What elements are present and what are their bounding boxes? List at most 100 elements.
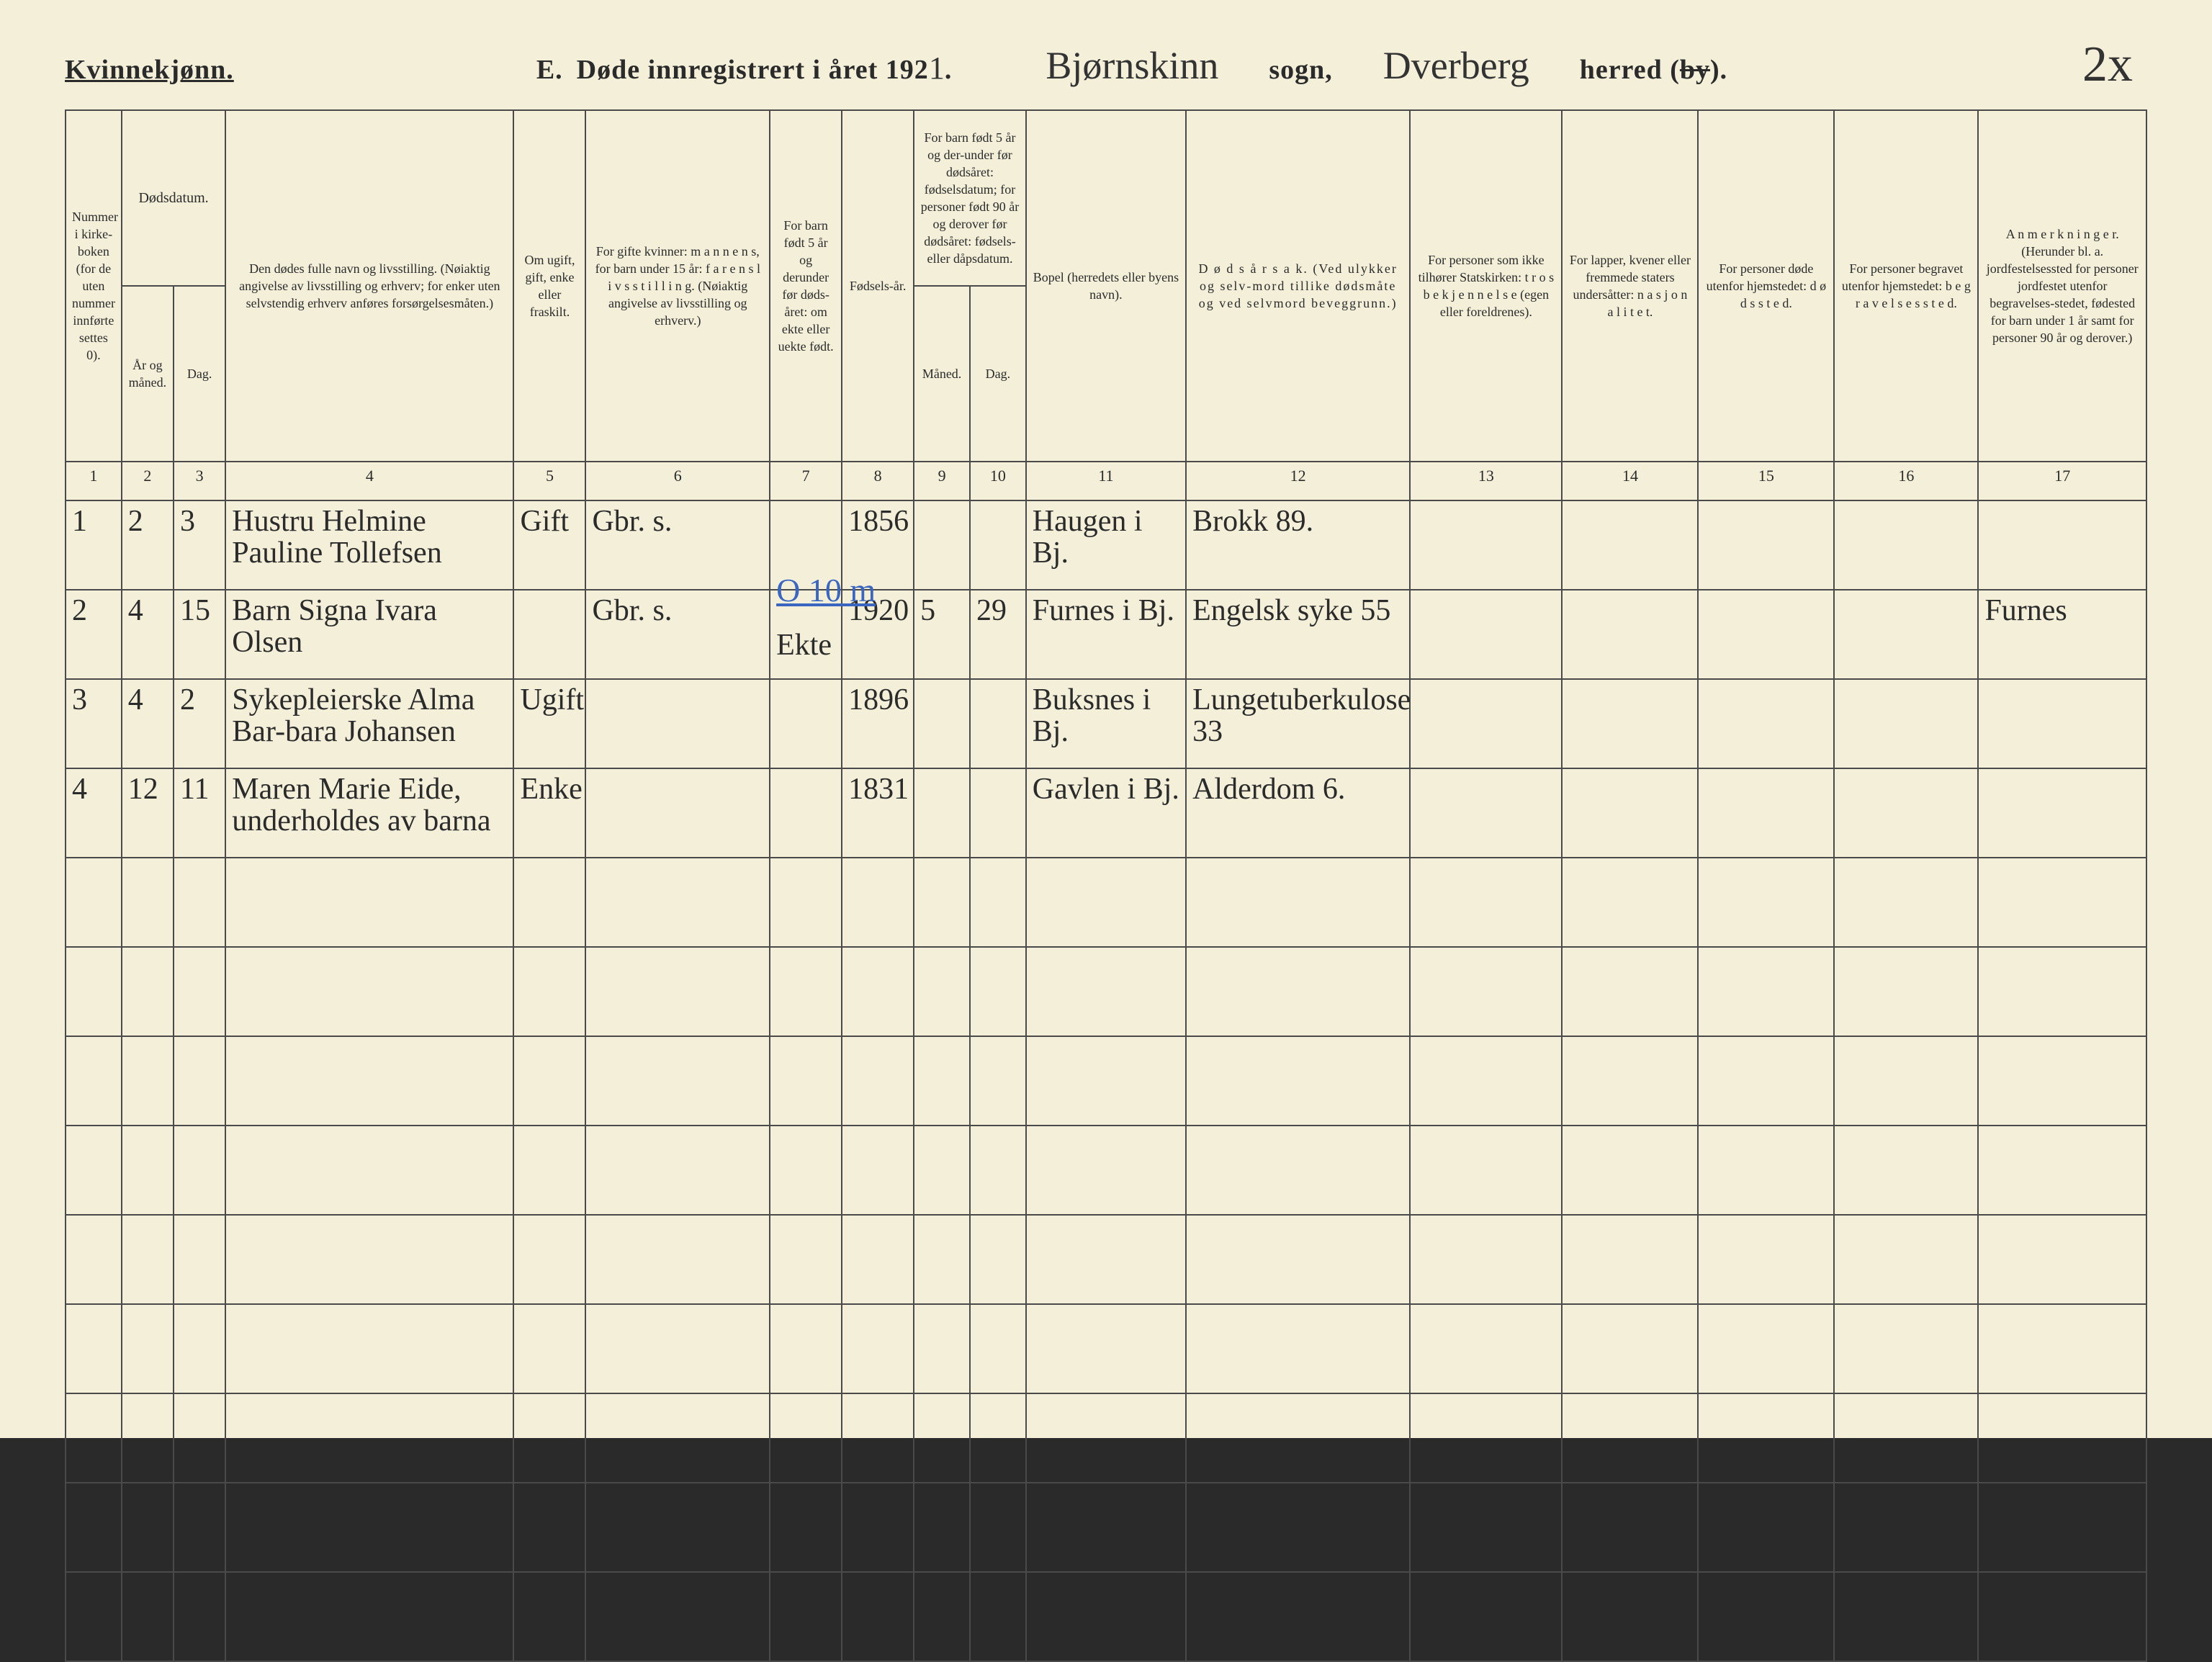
cell xyxy=(513,1215,585,1304)
cell: 1831 xyxy=(842,768,914,858)
col-header-10: Dag. xyxy=(970,286,1026,462)
cell xyxy=(1834,1036,1978,1126)
cell xyxy=(1186,1036,1410,1126)
cell: Engelsk syke 55 xyxy=(1186,590,1410,679)
cell: Buksnes i Bj. xyxy=(1026,679,1186,768)
colnum: 17 xyxy=(1978,462,2146,500)
cell: 4 xyxy=(122,590,174,679)
cell xyxy=(970,1036,1026,1126)
cell xyxy=(1562,1126,1698,1215)
cell: Gbr. s. xyxy=(585,590,770,679)
cell xyxy=(585,1126,770,1215)
cell xyxy=(1698,679,1834,768)
sogn-handwritten: Bjørnskinn xyxy=(1038,43,1226,88)
cell xyxy=(914,1036,970,1126)
herred-handwritten: Dverberg xyxy=(1376,43,1537,88)
cell xyxy=(770,679,842,768)
cell xyxy=(1698,1036,1834,1126)
cell xyxy=(1834,1483,1978,1572)
section-letter: E. xyxy=(536,54,563,86)
colnum: 12 xyxy=(1186,462,1410,500)
cell: 2 xyxy=(174,679,225,768)
colnum: 3 xyxy=(174,462,225,500)
cell xyxy=(1978,1483,2146,1572)
cell xyxy=(970,1215,1026,1304)
cell xyxy=(1978,858,2146,947)
cell xyxy=(225,1393,513,1483)
gender-label: Kvinnekjønn. xyxy=(65,54,234,86)
cell: Gavlen i Bj. xyxy=(1026,768,1186,858)
cell xyxy=(1186,1215,1410,1304)
colnum: 2 xyxy=(122,462,174,500)
cell xyxy=(1698,500,1834,590)
cell xyxy=(914,768,970,858)
cell xyxy=(122,1572,174,1661)
cell xyxy=(174,1483,225,1572)
colnum: 8 xyxy=(842,462,914,500)
cell: 5 xyxy=(914,590,970,679)
cell xyxy=(1410,1483,1562,1572)
cell xyxy=(1562,1036,1698,1126)
cell xyxy=(1834,1304,1978,1393)
death-register-table: Nummer i kirke-boken (for de uten nummer… xyxy=(65,109,2147,1662)
cell xyxy=(1834,1393,1978,1483)
cell xyxy=(1410,1126,1562,1215)
cell xyxy=(1834,500,1978,590)
cell: 2 xyxy=(66,590,122,679)
cell xyxy=(1698,858,1834,947)
cell xyxy=(225,1304,513,1393)
cell xyxy=(842,1126,914,1215)
cell xyxy=(970,679,1026,768)
cell xyxy=(513,1572,585,1661)
cell xyxy=(174,1036,225,1126)
cell xyxy=(1410,947,1562,1036)
cell xyxy=(1410,1036,1562,1126)
table-row xyxy=(66,1215,2146,1304)
cell xyxy=(842,1304,914,1393)
cell xyxy=(914,1126,970,1215)
cell xyxy=(1978,679,2146,768)
cell xyxy=(1698,1572,1834,1661)
cell xyxy=(842,1483,914,1572)
cell xyxy=(225,858,513,947)
cell xyxy=(1186,1304,1410,1393)
cell: 4 xyxy=(122,679,174,768)
cell xyxy=(1562,1393,1698,1483)
cell: Enke xyxy=(513,768,585,858)
cell xyxy=(914,1393,970,1483)
col-header-3: Dag. xyxy=(174,286,225,462)
table-row: 123Hustru Helmine Pauline TollefsenGiftG… xyxy=(66,500,2146,590)
cell xyxy=(174,1572,225,1661)
cell xyxy=(770,768,842,858)
cell xyxy=(1026,1126,1186,1215)
cell xyxy=(174,1304,225,1393)
col-header-6: For gifte kvinner: m a n n e n s, for ba… xyxy=(585,110,770,462)
label-herred: herred (by). xyxy=(1580,54,1728,86)
cell xyxy=(1978,1036,2146,1126)
cell xyxy=(1698,590,1834,679)
label-sogn: sogn, xyxy=(1269,54,1332,86)
cell: Furnes xyxy=(1978,590,2146,679)
cell xyxy=(842,1572,914,1661)
cell xyxy=(1410,500,1562,590)
colnum: 15 xyxy=(1698,462,1834,500)
page-header: Kvinnekjønn. E. Døde innregistrert i åre… xyxy=(65,43,2147,88)
cell xyxy=(122,1126,174,1215)
cell xyxy=(1834,858,1978,947)
title-period: . xyxy=(945,54,953,86)
cell xyxy=(1026,947,1186,1036)
cell xyxy=(122,1036,174,1126)
cell: 15 xyxy=(174,590,225,679)
cell: Barn Signa Ivara Olsen xyxy=(225,590,513,679)
cell xyxy=(585,858,770,947)
cell: 3 xyxy=(174,500,225,590)
cell xyxy=(1026,1572,1186,1661)
table-row xyxy=(66,1126,2146,1215)
cell xyxy=(914,1304,970,1393)
cell xyxy=(970,768,1026,858)
cell xyxy=(585,1483,770,1572)
page-number-handwritten: 2x xyxy=(2082,36,2133,94)
cell xyxy=(513,1126,585,1215)
cell xyxy=(842,858,914,947)
cell xyxy=(970,1572,1026,1661)
